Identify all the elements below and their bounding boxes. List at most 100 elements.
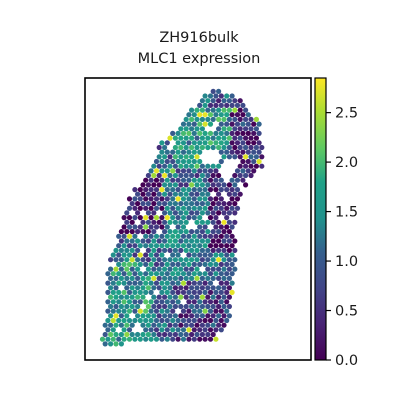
expression-spot (207, 271, 214, 277)
expression-spot (156, 247, 162, 253)
expression-spot (210, 144, 216, 151)
expression-spot (194, 229, 200, 235)
expression-spot (172, 219, 178, 225)
expression-spot (205, 313, 211, 319)
expression-spot (205, 331, 211, 338)
expression-spot (199, 238, 205, 244)
expression-spot (162, 210, 168, 216)
expression-spot (113, 331, 119, 338)
expression-spot (159, 243, 165, 249)
expression-spot (140, 294, 146, 300)
expression-spot (148, 271, 154, 277)
expression-spot (256, 140, 262, 146)
expression-spot (197, 271, 203, 277)
expression-spot (202, 299, 208, 305)
expression-spot (253, 144, 259, 151)
expression-spot (175, 158, 181, 165)
expression-spot (210, 247, 216, 253)
expression-spot (159, 168, 165, 174)
expression-spot (194, 210, 200, 216)
expression-spot (110, 252, 116, 258)
expression-spot (124, 303, 130, 310)
expression-spot (202, 280, 208, 286)
colorbar (314, 77, 327, 361)
expression-spot (199, 294, 205, 300)
expression-spot (191, 121, 197, 127)
expression-spot (137, 271, 143, 277)
expression-spot (159, 177, 165, 183)
expression-spot (232, 135, 238, 141)
expression-spot (178, 201, 184, 207)
expression-spot (116, 243, 122, 249)
expression-spot (145, 257, 151, 263)
expression-spot (224, 187, 230, 193)
expression-spot (156, 182, 162, 188)
expression-spot (105, 317, 111, 324)
expression-spot (237, 144, 243, 151)
expression-spot (183, 219, 189, 225)
expression-spot (108, 313, 114, 319)
expression-spot (202, 289, 208, 295)
expression-spot (221, 201, 227, 207)
expression-spot (191, 158, 197, 165)
expression-spot (145, 275, 151, 281)
expression-spot (178, 238, 184, 244)
expression-spot (164, 243, 170, 249)
expression-spot (118, 275, 124, 281)
expression-spot (116, 308, 122, 314)
expression-spot (205, 257, 211, 263)
expression-spot (183, 201, 189, 207)
expression-spot (148, 317, 154, 324)
expression-spot (232, 126, 238, 132)
expression-spot (175, 317, 181, 324)
expression-spot (210, 172, 216, 179)
expression-spot (210, 219, 216, 225)
expression-spot (213, 187, 219, 193)
expression-spot (172, 210, 178, 216)
expression-spot (143, 327, 149, 333)
expression-spot (164, 317, 170, 324)
expression-spot (224, 112, 230, 118)
expression-spot (164, 261, 170, 267)
expression-spot (164, 271, 170, 277)
expression-spot (170, 336, 176, 342)
expression-spot (170, 187, 176, 193)
expression-spot (207, 336, 214, 342)
expression-spot (216, 210, 222, 216)
expression-spot (226, 303, 232, 310)
expression-spot (243, 107, 249, 113)
expression-spot (145, 191, 151, 197)
expression-spot (226, 219, 232, 225)
expression-spot (172, 172, 178, 179)
expression-spot (213, 289, 219, 295)
expression-spot (167, 219, 173, 225)
expression-spot (162, 191, 168, 197)
expression-spot (126, 243, 133, 249)
expression-spot (221, 303, 227, 310)
expression-spot (226, 107, 232, 113)
expression-spot (205, 135, 211, 141)
expression-spot (126, 224, 133, 230)
expression-spot (118, 266, 124, 272)
expression-spot (213, 233, 219, 239)
expression-spot (148, 224, 154, 230)
expression-spot (229, 102, 235, 108)
expression-spot (232, 219, 238, 225)
expression-spot (162, 219, 168, 225)
expression-spot (213, 205, 219, 211)
expression-spot (121, 252, 127, 258)
expression-spot (137, 224, 143, 230)
expression-spot (234, 140, 241, 146)
expression-spot (167, 201, 173, 207)
expression-spot (186, 168, 192, 174)
expression-spot (199, 219, 205, 225)
expression-spot (162, 313, 168, 319)
expression-spot (105, 336, 111, 342)
expression-spot (210, 135, 216, 141)
expression-spot (194, 219, 200, 225)
expression-spot (224, 280, 230, 286)
expression-spot (145, 322, 151, 328)
expression-spot (213, 224, 219, 230)
expression-spot (237, 135, 243, 141)
expression-spot (148, 299, 154, 305)
